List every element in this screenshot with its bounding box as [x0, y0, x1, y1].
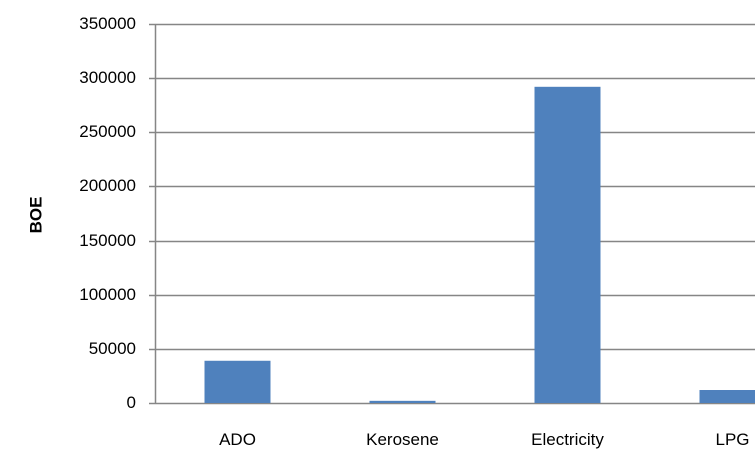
- x-tick-labels: ADO Kerosene Electricity LPG: [219, 430, 749, 449]
- y-tick-label: 0: [127, 393, 136, 412]
- y-axis-title: BOE: [26, 197, 45, 234]
- y-tick-label: 200000: [79, 176, 136, 195]
- y-tick-label: 50000: [89, 339, 136, 358]
- axes: [149, 23, 755, 405]
- y-tick-labels: 0 50000 100000 150000 200000 250000 300000 3500…: [79, 14, 136, 412]
- y-tick-label: 300000: [79, 68, 136, 87]
- x-tick-label: LPG: [715, 430, 749, 449]
- x-tick-label: Electricity: [531, 430, 604, 449]
- y-tick-label: 150000: [79, 231, 136, 250]
- bars: [204, 86, 755, 403]
- bar-ado: [204, 360, 271, 403]
- x-tick-label: ADO: [219, 430, 256, 449]
- gridlines: [155, 23, 755, 351]
- bar-kerosene: [369, 400, 436, 403]
- bar-lpg: [699, 390, 755, 403]
- x-tick-label: Kerosene: [366, 430, 439, 449]
- bar-electricity: [534, 86, 601, 403]
- y-tick-label: 350000: [79, 14, 136, 33]
- y-tick-label: 250000: [79, 122, 136, 141]
- y-tick-label: 100000: [79, 285, 136, 304]
